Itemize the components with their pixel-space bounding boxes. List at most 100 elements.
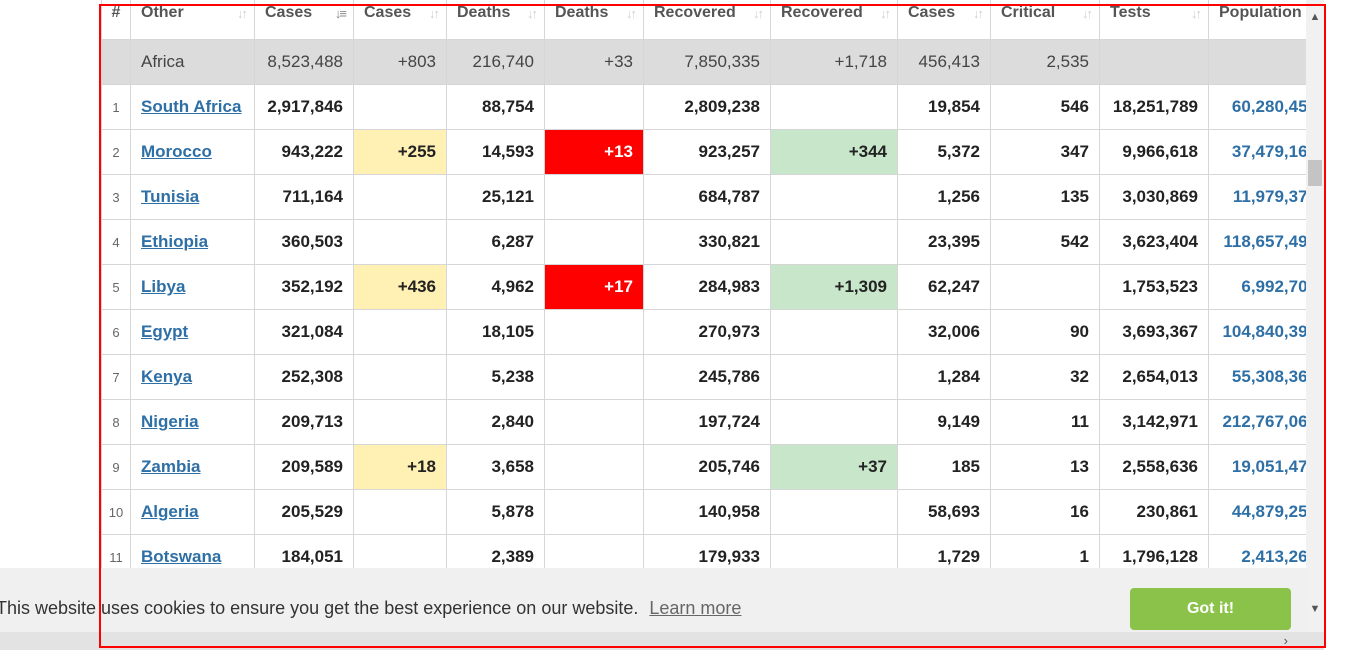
country-cell[interactable]: South Africa [130,84,255,130]
new-cases-cell: +436 [353,264,447,310]
country-cell[interactable]: Egypt [130,309,255,355]
sort-arrows-icon[interactable]: ↓↑ [1082,6,1093,21]
new-recovered-cell [770,84,898,130]
total-deaths-cell: 6,287 [446,219,545,265]
header-new-deaths[interactable]: Deaths ↓↑ [544,0,644,40]
scrollbar-thumb[interactable] [1308,160,1322,186]
new-deaths-cell [544,174,644,220]
new-recovered-cell [770,309,898,355]
total-cases-cell: 352,192 [254,264,354,310]
sort-arrows-icon[interactable]: ↓↑ [1191,6,1202,21]
header-country[interactable]: Other ↓↑ [130,0,255,40]
tests-cell: 2,654,013 [1099,354,1209,400]
accept-cookies-button[interactable]: Got it! [1130,588,1291,630]
country-cell[interactable]: Libya [130,264,255,310]
population-cell: 55,308,363 [1208,354,1306,400]
critical-cell: 135 [990,174,1100,220]
new-deaths-cell: +17 [544,264,644,310]
sort-arrows-icon[interactable]: ↓↑ [626,6,637,21]
rank-cell: 6 [101,309,131,355]
sort-descending-icon[interactable]: ↓≡ [334,6,347,21]
population-cell: 104,840,393 [1208,309,1306,355]
sort-arrows-icon[interactable]: ↓↑ [237,6,248,21]
tests-cell: 3,623,404 [1099,219,1209,265]
tests-cell: 9,966,618 [1099,129,1209,175]
country-cell[interactable]: Morocco [130,129,255,175]
active-cases-cell: 62,247 [897,264,991,310]
header-total-cases[interactable]: Cases ↓≡ [254,0,354,40]
country-link[interactable]: Botswana [141,547,222,566]
region-new-deaths-cell: +33 [544,39,644,85]
tests-cell: 3,030,869 [1099,174,1209,220]
header-critical[interactable]: Critical ↓↑ [990,0,1100,40]
new-cases-cell [353,399,447,445]
header-tests[interactable]: Tests ↓↑ [1099,0,1209,40]
header-population[interactable]: Population [1208,0,1306,40]
total-recovered-cell: 270,973 [643,309,771,355]
rank-cell: 4 [101,219,131,265]
learn-more-link[interactable]: Learn more [649,598,742,618]
new-deaths-cell [544,84,644,130]
country-link[interactable]: Libya [141,277,186,296]
population-cell: 44,879,257 [1208,489,1306,535]
country-cell[interactable]: Algeria [130,489,255,535]
total-recovered-cell: 245,786 [643,354,771,400]
population-cell: 118,657,490 [1208,219,1306,265]
header-total-recovered[interactable]: Recovered ↓↑ [643,0,771,40]
header-new-recovered[interactable]: Recovered ↓↑ [770,0,898,40]
header-active-cases[interactable]: Cases ↓↑ [897,0,991,40]
horizontal-scrollbar[interactable]: › [0,632,1324,650]
rank-cell: 9 [101,444,131,490]
country-cell[interactable]: Zambia [130,444,255,490]
new-deaths-cell [544,309,644,355]
sort-arrows-icon[interactable]: ↓↑ [753,6,764,21]
total-deaths-cell: 3,658 [446,444,545,490]
country-link[interactable]: Zambia [141,457,201,476]
country-link[interactable]: Morocco [141,142,212,161]
sort-arrows-icon[interactable]: ↓↑ [973,6,984,21]
total-deaths-cell: 5,878 [446,489,545,535]
country-link[interactable]: Algeria [141,502,199,521]
vertical-scrollbar[interactable]: ▲ ▼ [1306,0,1324,632]
active-cases-cell: 9,149 [897,399,991,445]
country-cell[interactable]: Nigeria [130,399,255,445]
new-cases-cell [353,354,447,400]
country-cell[interactable]: Ethiopia [130,219,255,265]
country-cell[interactable]: Tunisia [130,174,255,220]
covid-stats-table: # Other ↓↑ Cases ↓≡ Cases ↓↑ Deaths ↓↑ Death… [101,0,1306,580]
country-link[interactable]: South Africa [141,97,242,116]
country-link[interactable]: Nigeria [141,412,199,431]
table-row: 2 Morocco 943,222 +255 14,593 +13 923,257 +344 5… [101,129,1306,175]
total-recovered-cell: 205,746 [643,444,771,490]
country-link[interactable]: Ethiopia [141,232,209,251]
country-cell[interactable]: Kenya [130,354,255,400]
header-total-deaths[interactable]: Deaths ↓↑ [446,0,545,40]
country-link[interactable]: Kenya [141,367,193,386]
country-link[interactable]: Egypt [141,322,189,341]
table-header-row: # Other ↓↑ Cases ↓≡ Cases ↓↑ Deaths ↓↑ Death… [101,0,1306,40]
chevron-up-icon[interactable]: ▲ [1309,11,1321,23]
total-recovered-cell: 197,724 [643,399,771,445]
country-link[interactable]: Tunisia [141,187,200,206]
new-recovered-cell [770,174,898,220]
chevron-down-icon[interactable]: ▼ [1309,603,1321,615]
table-row: 6 Egypt 321,084 18,105 270,973 32,006 90 3,693,… [101,309,1306,355]
total-cases-cell: 2,917,846 [254,84,354,130]
new-recovered-cell [770,219,898,265]
new-recovered-cell: +37 [770,444,898,490]
rank-cell: 5 [101,264,131,310]
rank-cell: 1 [101,84,131,130]
cookie-message: This website uses cookies to ensure you … [0,598,741,619]
critical-cell: 542 [990,219,1100,265]
header-new-cases[interactable]: Cases ↓↑ [353,0,447,40]
new-deaths-cell [544,399,644,445]
population-cell: 6,992,701 [1208,264,1306,310]
covid-stats-table-container: # Other ↓↑ Cases ↓≡ Cases ↓↑ Deaths ↓↑ Death… [101,0,1306,650]
total-recovered-cell: 284,983 [643,264,771,310]
sort-arrows-icon[interactable]: ↓↑ [429,6,440,21]
header-rank[interactable]: # [101,0,131,40]
sort-arrows-icon[interactable]: ↓↑ [527,6,538,21]
chevron-right-icon[interactable]: › [1283,633,1288,648]
sort-arrows-icon[interactable]: ↓↑ [880,6,891,21]
total-recovered-cell: 330,821 [643,219,771,265]
